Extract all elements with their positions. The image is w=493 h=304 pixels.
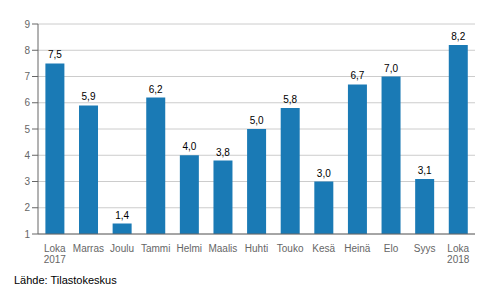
- svg-text:Loka2018: Loka2018: [447, 243, 470, 265]
- svg-text:Heinä: Heinä: [344, 243, 371, 254]
- svg-text:Syys: Syys: [414, 243, 436, 254]
- svg-text:4,0: 4,0: [182, 141, 196, 152]
- svg-text:6,7: 6,7: [350, 70, 364, 81]
- svg-text:1: 1: [24, 229, 30, 240]
- svg-text:2: 2: [24, 202, 30, 213]
- svg-text:3,1: 3,1: [418, 165, 432, 176]
- svg-text:5: 5: [24, 124, 30, 135]
- svg-text:1,4: 1,4: [115, 210, 129, 221]
- svg-text:Tammi: Tammi: [141, 243, 170, 254]
- svg-text:Maalis: Maalis: [208, 243, 237, 254]
- svg-text:6,2: 6,2: [149, 84, 163, 95]
- svg-text:Helmi: Helmi: [176, 243, 202, 254]
- svg-text:3,8: 3,8: [216, 147, 230, 158]
- svg-text:Touko: Touko: [277, 243, 304, 254]
- svg-text:8: 8: [24, 45, 30, 56]
- svg-text:Kesä: Kesä: [312, 243, 335, 254]
- html-text:Lähde: Tilastokeskus: Lähde: Tilastokeskus: [14, 274, 117, 286]
- svg-text:7,0: 7,0: [384, 63, 398, 74]
- svg-text:5,8: 5,8: [283, 94, 297, 105]
- svg-text:7,5: 7,5: [48, 49, 62, 60]
- svg-text:6: 6: [24, 97, 30, 108]
- svg-text:4: 4: [24, 150, 30, 161]
- svg-text:3,0: 3,0: [317, 168, 331, 179]
- svg-text:3: 3: [24, 176, 30, 187]
- svg-text:5,0: 5,0: [250, 115, 264, 126]
- svg-text:9: 9: [24, 19, 30, 30]
- svg-text:7: 7: [24, 71, 30, 82]
- svg-text:Huhti: Huhti: [245, 243, 268, 254]
- svg-text:5,9: 5,9: [82, 91, 96, 102]
- svg-text:Joulu: Joulu: [110, 243, 134, 254]
- svg-text:Marras: Marras: [73, 243, 104, 254]
- svg-text:8,2: 8,2: [451, 31, 465, 42]
- svg-text:Loka2017: Loka2017: [44, 243, 67, 265]
- svg-text:Elo: Elo: [384, 243, 399, 254]
